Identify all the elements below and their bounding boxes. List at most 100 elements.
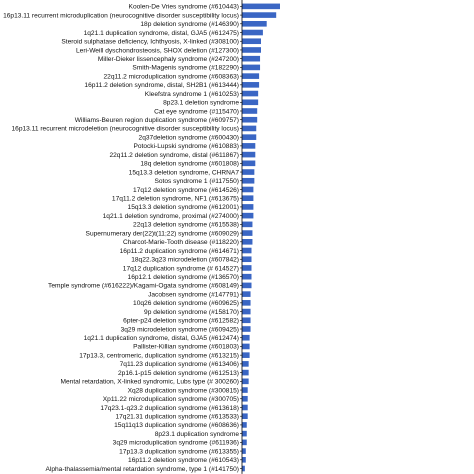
- category-label: 18q deletion syndrome (#601808): [140, 161, 239, 168]
- category-label: Xp11.22 microduplication syndrome (#3007…: [103, 396, 239, 403]
- bar: [242, 300, 251, 306]
- bar: [242, 221, 253, 228]
- bar: [242, 256, 252, 263]
- category-label: Kleefstra syndrome 1 (#610253): [145, 91, 239, 98]
- bar: [242, 265, 252, 271]
- category-label: 15q13.3 deletion syndrome, CHRNA7: [129, 169, 240, 176]
- category-label: Leri-Weill dyschondrosteosis, SHOX delet…: [76, 47, 239, 54]
- bar: [242, 465, 245, 472]
- category-label: Miller-Dieker lissencephaly syndrome (#2…: [98, 56, 239, 63]
- bar: [242, 369, 249, 376]
- category-label: 16p11.2 deletion syndrome (#610543): [128, 457, 239, 464]
- category-label: 8p23.1 deletion syndrome: [163, 100, 239, 107]
- category-label: Smith-Magenis syndrome (#182290): [132, 65, 239, 72]
- category-label: 2q37deletion syndrome (#600430): [139, 134, 239, 141]
- category-label: Potocki-Lupski syndrome (#610883): [133, 143, 239, 150]
- category-label: 2p16.1-p15 deletion syndrome (#612513): [118, 370, 239, 377]
- category-label: 6pter-p24 deletion syndrome (#612582): [123, 318, 239, 325]
- category-label: 16p13.11 recurrent microdeletion (neuroc…: [12, 126, 239, 133]
- bar: [242, 239, 253, 245]
- category-label: Koolen-De Vries syndrome (#610443): [129, 4, 239, 11]
- category-label: Supernumerary der(22)t(11;22) syndrome (…: [86, 230, 239, 237]
- bar: [242, 439, 247, 446]
- category-label: Temple syndrome (#616222)/Kagami-Ogata s…: [48, 283, 239, 290]
- bar: [242, 125, 257, 132]
- category-label: 17q23.1-q23.2 duplication syndrome (#613…: [100, 405, 239, 412]
- bar: [242, 55, 261, 62]
- bar: [242, 282, 252, 289]
- bar: [242, 177, 255, 184]
- bar: [242, 212, 254, 219]
- category-label: Alpha-thalassemia/mental retardation syn…: [45, 466, 239, 473]
- bar: [242, 334, 250, 341]
- bar: [242, 387, 248, 393]
- bar: [242, 291, 251, 297]
- category-label: 22q13 deletion syndrome (#615538): [133, 222, 239, 229]
- category-label: 1q21.1 duplication syndrome, distal, GJA…: [84, 335, 239, 342]
- category-label: 17q21.31 duplication syndrome (#613533): [115, 414, 239, 421]
- category-label: 15q13.3 deletion syndrome (#612001): [128, 204, 239, 211]
- bar: [242, 143, 256, 149]
- category-label: 17p13.3, centromeric, duplication syndro…: [79, 352, 239, 359]
- bar: [242, 21, 267, 27]
- bar: [242, 204, 254, 210]
- bar: [242, 169, 255, 175]
- category-label: 7q11.23 duplication syndrome (#613406): [120, 361, 239, 368]
- category-label: 16p12.1 deletion syndrome (#136570): [128, 274, 239, 281]
- category-label: Mental retardation, X-linked syndromic, …: [61, 379, 240, 386]
- category-label: 17q12 duplication syndrome (# 614527): [123, 265, 239, 272]
- bar: [242, 134, 257, 140]
- category-label: 18q22.3q23 microdeletion (#607842): [131, 257, 239, 264]
- category-label: Sotos syndrome 1 (#117550): [154, 178, 239, 185]
- category-label: 16p13.11 recurrent microduplication (neu…: [3, 12, 239, 19]
- category-label: 8p23.1 duplication syndrome: [155, 431, 240, 438]
- bar: [242, 38, 261, 45]
- bar: [242, 82, 260, 88]
- bar: [242, 64, 261, 71]
- category-label: 9p deletion syndrome (#158170): [144, 309, 239, 316]
- bar: [242, 160, 256, 167]
- category-label: 16p11.2 deletion syndrome, distal, SH2B1…: [84, 82, 239, 89]
- category-label: Jacobsen syndrome (#147791): [148, 291, 239, 298]
- category-label: Xq28 duplication syndrome (#300815): [128, 387, 239, 394]
- bar: [242, 99, 259, 106]
- category-label: 17q11.2 deletion syndrome, NF1 (#613675): [112, 196, 239, 203]
- bar: [242, 317, 251, 324]
- category-label: Cat eye syndrome (#115470): [154, 108, 239, 115]
- bar: [242, 343, 250, 350]
- category-labels: Koolen-De Vries syndrome (#610443)16p13.…: [3, 4, 239, 473]
- category-label: 15q11q13 duplication syndrome (#608636): [114, 422, 239, 429]
- category-label: 3q29 microdeletion syndrome (#609425): [121, 326, 239, 333]
- bar: [242, 247, 252, 254]
- bar: [242, 12, 277, 18]
- category-label: 16p11.2 duplication syndrome (#614671): [120, 248, 239, 255]
- bar: [242, 151, 256, 158]
- bar: [242, 273, 252, 280]
- category-label: Charcot-Marie-Tooth disease (#118220): [123, 239, 239, 246]
- category-label: Williams-Beuren region duplication syndr…: [75, 117, 239, 124]
- bar: [242, 404, 248, 411]
- bar: [242, 90, 259, 97]
- bar: [242, 195, 254, 201]
- bar: [242, 308, 251, 315]
- bar: [242, 116, 258, 123]
- category-label: 17p13.3 duplication syndrome (#613355): [119, 448, 239, 455]
- category-label: 10q26 deletion syndrome (#609625): [133, 300, 239, 307]
- bar: [242, 413, 248, 419]
- category-label: Pallister-Killian syndrome (#601803): [133, 344, 239, 351]
- category-label: 1q21.1 duplication syndrome, distal, GJA…: [84, 30, 239, 37]
- category-label: 22q11.2 microduplication syndrome (#6083…: [104, 73, 240, 80]
- bar: [242, 73, 260, 79]
- bar: [242, 47, 261, 53]
- category-label: 17q12 deletion syndrome (#614526): [133, 187, 239, 194]
- bar: [242, 395, 248, 402]
- category-label: 22q11.2 deletion syndrome, distal (#6118…: [109, 152, 239, 159]
- bar: [242, 361, 249, 367]
- bar: [242, 422, 247, 428]
- category-label: 1q21.1 deletion syndrome, proximal (#274…: [103, 213, 239, 220]
- bar: [242, 326, 251, 332]
- bar: [242, 352, 250, 358]
- bar: [242, 108, 258, 114]
- category-label: 3q29 microduplication syndrome (#611936): [113, 440, 239, 447]
